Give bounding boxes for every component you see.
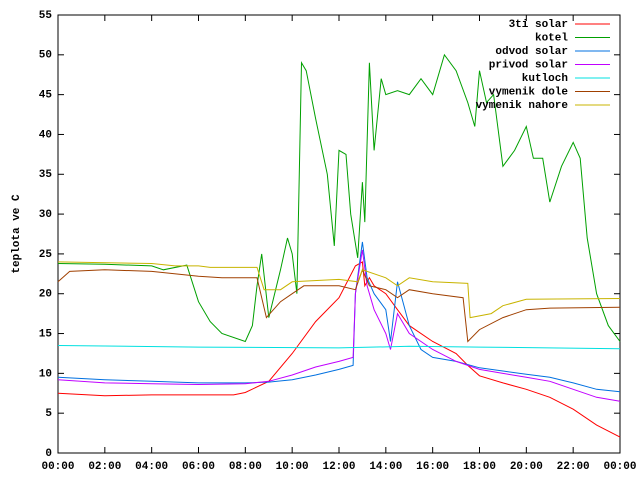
x-tick-label: 18:00 [463,461,496,473]
x-tick-label: 02:00 [88,461,121,473]
legend-label: kutloch [522,73,568,85]
y-tick-label: 55 [39,10,53,22]
y-tick-label: 35 [39,169,53,181]
series-line [57,345,621,350]
legend-label: vymenik nahore [476,100,569,112]
x-tick-label: 22:00 [557,461,590,473]
y-tick-label: 45 [39,90,53,102]
legend-label: vymenik dole [489,86,569,98]
x-tick-label: 04:00 [135,461,168,473]
legend-label: odvod solar [495,46,568,58]
y-tick-label: 5 [45,408,52,420]
y-tick-label: 0 [45,448,52,460]
x-tick-label: 12:00 [322,461,355,473]
x-tick-label: 00:00 [603,461,636,473]
y-tick-label: 40 [39,129,52,141]
y-tick-label: 25 [39,249,53,261]
series-line [57,53,621,343]
series-line [57,249,621,402]
y-tick-label: 30 [39,209,52,221]
legend-label: kotel [535,32,568,44]
legend-label: 3ti solar [509,19,568,31]
series-line [57,261,621,438]
x-tick-label: 10:00 [276,461,309,473]
x-tick-label: 00:00 [41,461,74,473]
y-tick-label: 20 [39,289,52,301]
y-tick-label: 50 [39,50,52,62]
y-axis-label: teplota ve C [11,194,23,274]
x-tick-label: 16:00 [416,461,449,473]
series-line [57,261,621,319]
series-line [57,241,621,393]
x-tick-label: 20:00 [510,461,543,473]
series-line [57,268,621,343]
x-tick-label: 08:00 [229,461,262,473]
x-tick-label: 14:00 [369,461,402,473]
y-tick-label: 10 [39,368,52,380]
legend-label: privod solar [489,59,568,71]
x-tick-label: 06:00 [182,461,215,473]
y-tick-label: 15 [39,328,53,340]
